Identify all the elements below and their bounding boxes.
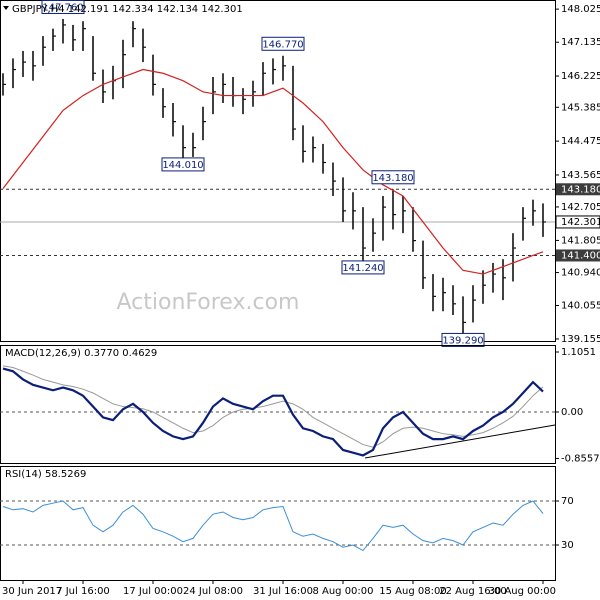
x-tick-label: 22 Aug 16:00 xyxy=(439,586,506,597)
watermark: ActionForex.com xyxy=(117,290,300,315)
macd-line xyxy=(2,367,544,457)
x-tick-label: 7 Jul 16:00 xyxy=(56,586,110,597)
rsi-line xyxy=(2,500,544,552)
annotation-box xyxy=(371,170,415,185)
y-tick-label: 144.475 xyxy=(561,136,600,147)
panel-frame xyxy=(0,0,556,342)
y-tick-label: 146.225 xyxy=(561,71,600,82)
y-tick-label: 1.1051 xyxy=(561,347,596,358)
annotation-label: 143.180 xyxy=(372,173,413,184)
panel-frame xyxy=(0,345,556,464)
y-tick-label: 145.385 xyxy=(561,102,600,113)
x-tick-label: 8 Aug 00:00 xyxy=(312,586,373,597)
x-tick-label: 31 Jul 16:00 xyxy=(253,586,313,597)
x-tick-label: 30 Aug 00:00 xyxy=(489,586,556,597)
y-tick-label: 148.025 xyxy=(561,4,600,15)
y-tick-label: 141.805 xyxy=(561,235,600,246)
annotation-label: 147.760 xyxy=(42,2,83,13)
level-label: 141.400 xyxy=(561,250,600,261)
annotation-label: 144.010 xyxy=(162,160,203,171)
annotation-box xyxy=(441,332,485,347)
y-tick-label: 142.705 xyxy=(561,202,600,213)
level-label: 143.180 xyxy=(561,184,600,195)
annotation-box xyxy=(341,260,385,275)
last-price-box xyxy=(555,215,600,229)
y-tick-label: 70 xyxy=(561,496,574,507)
annotation-label: 146.770 xyxy=(262,39,303,50)
x-tick-label: 30 Jun 2017 xyxy=(2,586,62,597)
y-tick-label: 0.00 xyxy=(561,407,583,418)
annotation-box xyxy=(161,157,205,172)
trend-line xyxy=(364,424,556,459)
x-tick-label: 17 Jul 00:00 xyxy=(123,586,183,597)
y-tick-label: 30 xyxy=(561,540,574,551)
y-tick-label: -0.8557 xyxy=(561,453,600,464)
panel-frame xyxy=(0,466,556,581)
panel-title: RSI(14) 58.5269 xyxy=(5,469,86,480)
x-tick-label: 15 Aug 08:00 xyxy=(379,586,446,597)
last-price-label: 142.301 xyxy=(561,217,600,228)
moving-average xyxy=(2,68,544,275)
y-tick-label: 143.565 xyxy=(561,170,600,181)
annotation-label: 139.290 xyxy=(442,335,483,346)
annotation-box xyxy=(41,0,85,14)
title-icon xyxy=(3,6,9,10)
y-tick-label: 140.940 xyxy=(561,268,600,279)
y-tick-label: 147.135 xyxy=(561,37,600,48)
chart-title: GBPJPY,H4 142.191 142.334 142.134 142.30… xyxy=(12,4,243,15)
level-box xyxy=(556,249,600,262)
x-tick-label: 24 Jul 08:00 xyxy=(183,586,243,597)
y-tick-label: 139.155 xyxy=(561,334,600,345)
annotation-box xyxy=(261,36,305,51)
level-box xyxy=(556,183,600,196)
annotation-label: 141.240 xyxy=(342,263,383,274)
macd-line xyxy=(2,365,544,448)
y-tick-label: 140.055 xyxy=(561,300,600,311)
panel-title: MACD(12,26,9) 0.3770 0.4629 xyxy=(5,348,157,359)
